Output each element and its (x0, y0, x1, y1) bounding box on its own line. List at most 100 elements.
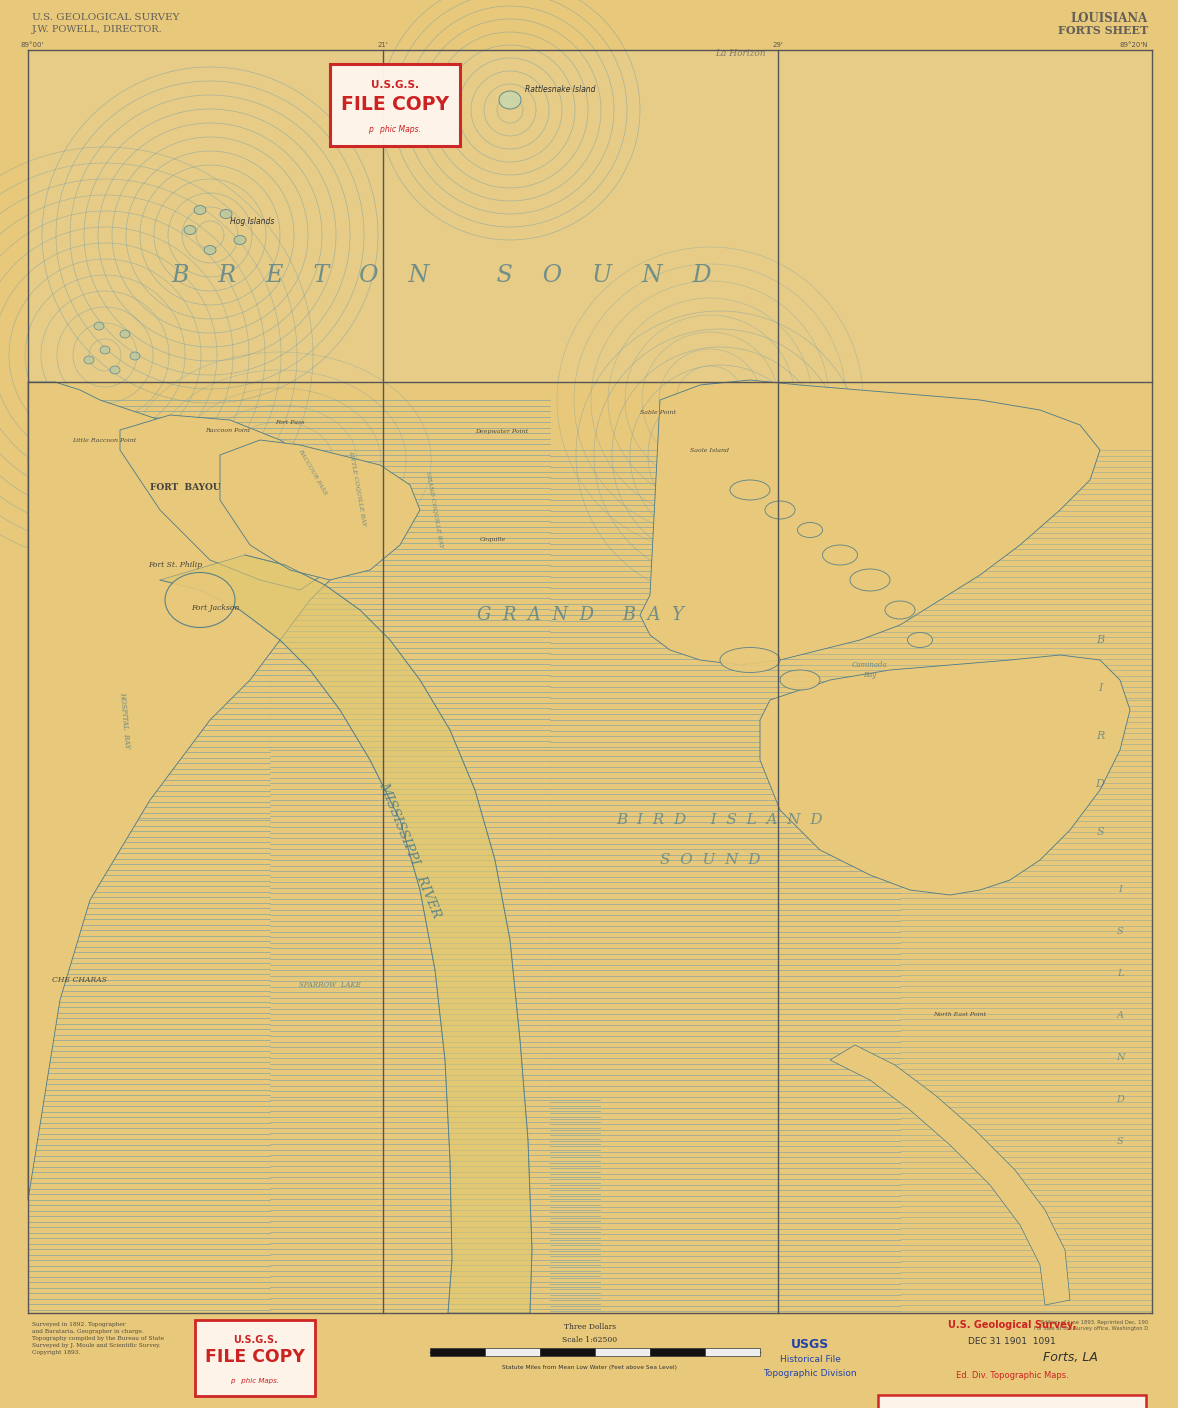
Ellipse shape (110, 366, 120, 375)
Text: B  I  R  D     I  S  L  A  N  D: B I R D I S L A N D (617, 812, 823, 826)
Ellipse shape (730, 480, 770, 500)
Ellipse shape (780, 670, 820, 690)
Text: U.S. Geological Survey,: U.S. Geological Survey, (948, 1321, 1077, 1331)
Text: R: R (1096, 731, 1104, 741)
Bar (540, 1347, 595, 1356)
Text: S: S (1097, 826, 1104, 836)
Bar (704, 1347, 760, 1356)
Text: LITTLE COQUILLE BAY: LITTLE COQUILLE BAY (349, 451, 368, 527)
Bar (595, 1347, 650, 1356)
Text: GRAND COQUILLE BAY: GRAND COQUILLE BAY (425, 472, 444, 549)
Text: Three Dollars: Three Dollars (564, 1324, 616, 1331)
Text: MISSISSIPPI   RIVER: MISSISSIPPI RIVER (377, 780, 443, 919)
Text: I: I (1098, 683, 1103, 693)
Polygon shape (220, 439, 421, 580)
Text: Fort St. Philip: Fort St. Philip (148, 560, 203, 569)
Ellipse shape (120, 329, 130, 338)
Text: Edition of June 1893. Reprinted Dec. 190
For sale at the Survey office, Washingt: Edition of June 1893. Reprinted Dec. 190… (1034, 1321, 1149, 1331)
Text: HOSPITAL  BAY: HOSPITAL BAY (119, 691, 132, 749)
Text: CHE CHARAS: CHE CHARAS (53, 976, 107, 984)
Ellipse shape (194, 206, 206, 214)
Ellipse shape (84, 356, 94, 365)
Ellipse shape (100, 346, 110, 353)
Text: S  O  U  N  D: S O U N D (660, 853, 760, 867)
Text: Ed. Div. Topographic Maps.: Ed. Div. Topographic Maps. (955, 1370, 1068, 1380)
Text: Saole Island: Saole Island (690, 448, 729, 452)
Ellipse shape (204, 245, 216, 255)
Text: USGS: USGS (790, 1339, 829, 1352)
Polygon shape (830, 1045, 1070, 1305)
Text: Rattlesnake Island: Rattlesnake Island (525, 86, 596, 94)
Bar (28, 51, 1152, 382)
Ellipse shape (94, 322, 104, 329)
Text: 29': 29' (773, 42, 783, 48)
Polygon shape (120, 415, 350, 590)
Text: SPARROW  LAKE: SPARROW LAKE (299, 981, 360, 988)
Text: 89°00': 89°00' (20, 42, 44, 48)
Text: p   phic Maps.: p phic Maps. (231, 1377, 279, 1384)
Text: S: S (1117, 928, 1124, 936)
Polygon shape (160, 555, 532, 1314)
Text: N: N (1116, 1053, 1124, 1063)
Text: U.S. GEOLOGICAL SURVEY: U.S. GEOLOGICAL SURVEY (32, 14, 179, 23)
Text: Fort Pass: Fort Pass (276, 421, 305, 425)
Text: B    R    E    T    O    N         S    O    U    N    D: B R E T O N S O U N D (172, 263, 713, 286)
Text: D: D (1116, 1095, 1124, 1104)
Polygon shape (760, 655, 1130, 895)
Text: S: S (1117, 1138, 1124, 1146)
Ellipse shape (822, 545, 858, 565)
Ellipse shape (851, 569, 891, 591)
Text: J.W. POWELL, DIRECTOR.: J.W. POWELL, DIRECTOR. (32, 25, 163, 35)
Bar (196, 1321, 315, 1395)
Bar (330, 63, 459, 146)
Polygon shape (28, 382, 360, 1200)
Text: p   phic Maps.: p phic Maps. (369, 125, 422, 134)
Text: Deepwater Point: Deepwater Point (475, 429, 528, 435)
Ellipse shape (798, 522, 822, 538)
Text: D: D (1096, 779, 1105, 788)
Text: Forts, LA: Forts, LA (1043, 1350, 1098, 1363)
Text: Fort Jackson: Fort Jackson (191, 604, 239, 612)
Text: U.S.G.S.: U.S.G.S. (371, 80, 419, 90)
Ellipse shape (907, 632, 933, 648)
Text: Surveyed in 1892. Topographer
and Barataria, Geographer in charge.
Topography co: Surveyed in 1892. Topographer and Barata… (32, 1322, 164, 1354)
Text: Historical File: Historical File (780, 1356, 840, 1364)
Text: Scale 1:62500: Scale 1:62500 (562, 1336, 617, 1345)
Text: Sable Point: Sable Point (640, 410, 676, 414)
Ellipse shape (220, 210, 232, 218)
Polygon shape (640, 380, 1100, 665)
Text: B: B (1096, 635, 1104, 645)
Text: Raccoon Point: Raccoon Point (205, 428, 251, 432)
Text: 89°20'N: 89°20'N (1119, 42, 1149, 48)
Text: RACCOUR PASS: RACCOUR PASS (297, 448, 327, 496)
Text: I: I (1118, 886, 1121, 894)
Ellipse shape (234, 235, 246, 245)
Text: Topographic Division: Topographic Division (763, 1370, 856, 1378)
Text: DEC 31 1901  1091: DEC 31 1901 1091 (968, 1338, 1055, 1346)
Text: Hog Islands: Hog Islands (230, 217, 274, 227)
Text: FILE COPY: FILE COPY (205, 1349, 305, 1366)
Text: Little Raccoon Point: Little Raccoon Point (72, 438, 137, 442)
Bar (430, 1347, 485, 1356)
Bar (878, 1395, 1146, 1408)
Text: 21': 21' (378, 42, 389, 48)
Ellipse shape (885, 601, 915, 620)
Text: U.S.G.S.: U.S.G.S. (232, 1335, 277, 1345)
Ellipse shape (165, 573, 234, 628)
Ellipse shape (720, 648, 780, 673)
Text: FORTS SHEET: FORTS SHEET (1058, 24, 1149, 35)
Text: Statute Miles from Mean Low Water (Feet above Sea Level): Statute Miles from Mean Low Water (Feet … (503, 1366, 677, 1370)
Bar (485, 1347, 540, 1356)
Ellipse shape (765, 501, 795, 520)
Ellipse shape (130, 352, 140, 360)
Text: G  R  A  N  D     B  A  Y: G R A N D B A Y (477, 605, 683, 624)
Bar (650, 1347, 704, 1356)
Text: FILE COPY: FILE COPY (340, 94, 449, 114)
Text: Coquille: Coquille (479, 538, 507, 542)
Text: L: L (1117, 970, 1124, 979)
Text: A: A (1117, 1011, 1124, 1021)
Text: LOUISIANA: LOUISIANA (1071, 11, 1149, 24)
Ellipse shape (184, 225, 196, 235)
Text: La Horizon: La Horizon (715, 49, 766, 59)
Ellipse shape (499, 92, 521, 108)
